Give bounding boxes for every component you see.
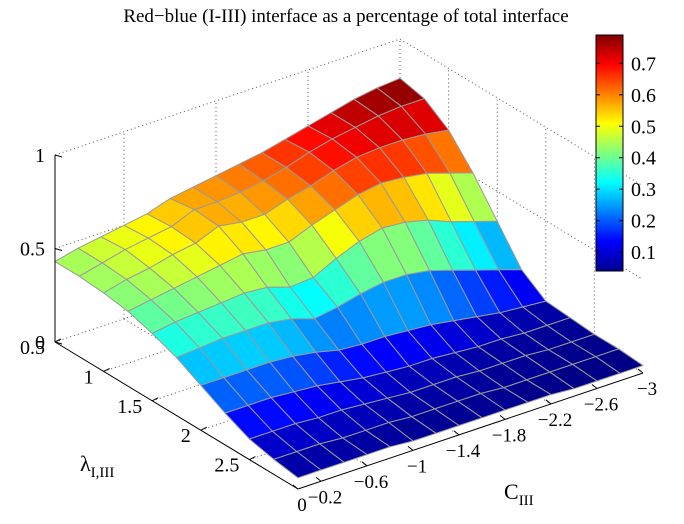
y-axis-label-symbol: λ [80, 451, 91, 476]
c-tick-label: −2.6 [584, 394, 618, 415]
colorbar-tick-label: 0.3 [631, 179, 656, 201]
lambda-tick-label: 2.5 [214, 455, 239, 477]
z-tick-label: 1 [35, 145, 45, 167]
back-wall-gridline [54, 132, 401, 249]
c-tick [637, 368, 644, 374]
z-tick-label: 0.5 [20, 239, 45, 261]
back-wall-gridline [54, 38, 401, 156]
y-axis-label: λI,III [80, 451, 114, 481]
colorbar-gradient [595, 34, 624, 272]
colorbar-tick-label: 0.1 [631, 242, 656, 264]
colorbar-tick-label: 0.2 [631, 211, 656, 233]
x-axis-label-symbol: C [504, 479, 519, 504]
c-tick-label: −2.2 [538, 410, 572, 431]
c-tick [315, 476, 322, 482]
lambda-axis-line [54, 341, 299, 490]
x-axis-label: CIII [504, 479, 534, 509]
z-tick [54, 154, 63, 158]
lambda-tick [249, 456, 256, 461]
c-tick [453, 430, 460, 436]
c-tick [361, 461, 368, 467]
z-tick-label: 0 [35, 332, 45, 354]
lambda-tick-label: 1 [84, 366, 94, 388]
colorbar-tick-label: 0.6 [631, 85, 656, 107]
lambda-tick [151, 397, 159, 402]
c-axis-line [297, 372, 644, 490]
colorbar-tick-label: 0.7 [631, 53, 656, 75]
c-tick-label: −3 [637, 379, 657, 400]
lambda-tick [54, 338, 62, 343]
c-tick [499, 415, 506, 420]
axes: 00.510.511.522.50 −0.2−0.6−1−1.4−1.8−2.2−… [20, 145, 657, 516]
lambda-tick [103, 367, 110, 372]
back-wall-gridline [54, 225, 401, 343]
surface-patch [273, 451, 322, 479]
y-axis-label-subscript: I,III [91, 465, 115, 481]
lambda-tick [200, 426, 208, 431]
c-tick-label: −1.4 [446, 441, 481, 462]
c-tick-label: −1.8 [492, 425, 526, 446]
c-tick [591, 384, 598, 389]
x-axis-label-subscript: III [519, 493, 534, 509]
c-tick-label: −0.6 [354, 472, 388, 493]
lambda-tick-label: 0.5 [20, 337, 45, 359]
c-tick-label: −0.2 [308, 487, 342, 508]
surface-mesh [54, 77, 644, 479]
c-tick [292, 484, 299, 490]
c-tick [545, 399, 552, 405]
colorbar-tick-label: 0.4 [631, 148, 656, 170]
lambda-tick-label: 1.5 [117, 396, 142, 418]
floor-gridline [103, 254, 449, 372]
colorbar: 0.1 0.2 0.3 0.4 0.5 0.6 0.7 [595, 34, 656, 272]
chart-title: Red−blue (I-III) interface as a percenta… [123, 6, 568, 27]
lambda-tick-label: 2 [181, 425, 191, 447]
c-tick-label: 0 [297, 495, 307, 516]
c-tick [407, 445, 414, 451]
colorbar-tick-label: 0.5 [631, 116, 656, 138]
z-tick [54, 248, 63, 251]
c-tick-label: −1 [407, 456, 427, 477]
